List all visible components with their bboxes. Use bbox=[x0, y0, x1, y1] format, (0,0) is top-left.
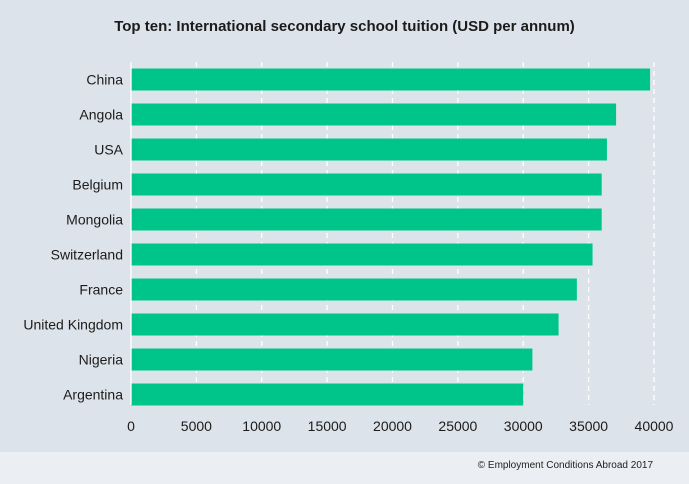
bar bbox=[131, 383, 524, 406]
x-tick-label: 40000 bbox=[635, 418, 674, 434]
bar bbox=[131, 138, 607, 161]
x-tick-label: 35000 bbox=[569, 418, 608, 434]
bar bbox=[131, 208, 602, 231]
chart-title: Top ten: International secondary school … bbox=[114, 18, 575, 35]
x-tick-label: 5000 bbox=[181, 418, 212, 434]
category-label: China bbox=[86, 72, 123, 88]
bar-chart: China Angola USA Belgium Mongolia Switzerland… bbox=[23, 62, 674, 434]
bar bbox=[131, 103, 617, 126]
category-label: Belgium bbox=[72, 177, 123, 193]
x-tick-label: 30000 bbox=[504, 418, 543, 434]
x-tick-label: 10000 bbox=[242, 418, 281, 434]
x-tick-label: 15000 bbox=[308, 418, 347, 434]
category-label: Argentina bbox=[63, 387, 123, 403]
bar bbox=[131, 348, 533, 371]
footer: © Employment Conditions Abroad 2017 bbox=[0, 452, 689, 484]
bar bbox=[131, 173, 602, 196]
x-tick-label: 20000 bbox=[373, 418, 412, 434]
x-tick-label: 25000 bbox=[438, 418, 477, 434]
category-label: Nigeria bbox=[79, 352, 124, 368]
bar bbox=[131, 68, 651, 91]
category-label: France bbox=[79, 282, 123, 298]
bar bbox=[131, 278, 577, 301]
x-tick-label: 0 bbox=[127, 418, 135, 434]
chart-area: Top ten: International secondary school … bbox=[23, 18, 674, 434]
category-label: USA bbox=[94, 142, 123, 158]
category-label: Angola bbox=[79, 107, 123, 123]
copyright-credit: © Employment Conditions Abroad 2017 bbox=[477, 460, 653, 471]
category-label: Switzerland bbox=[51, 247, 123, 263]
bar bbox=[131, 243, 593, 266]
category-label: Mongolia bbox=[66, 212, 123, 228]
category-label: United Kingdom bbox=[23, 317, 123, 333]
bar bbox=[131, 313, 559, 336]
